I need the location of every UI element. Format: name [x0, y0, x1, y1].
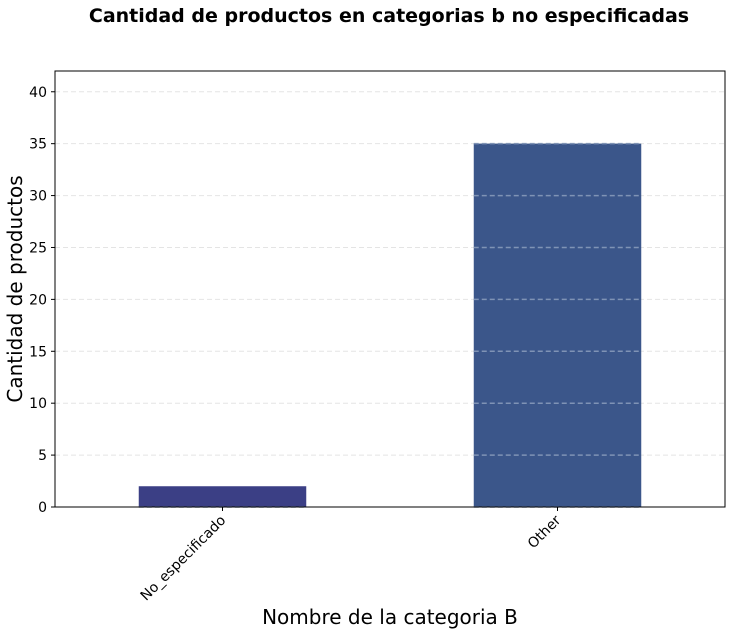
y-tick-label: 5 [38, 448, 47, 464]
y-tick-label: 15 [29, 344, 47, 360]
x-axis-ticks: No_especificado Other [138, 507, 565, 605]
x-tick-label: No_especificado [138, 513, 230, 605]
x-axis-label: Nombre de la categoria B [262, 605, 518, 629]
y-tick-label: 20 [29, 292, 47, 308]
y-tick-label: 0 [38, 500, 47, 516]
y-tick-label: 35 [29, 137, 47, 153]
y-tick-label: 30 [29, 189, 47, 205]
y-tick-label: 40 [29, 85, 47, 101]
axes [54, 70, 726, 508]
chart-title: Cantidad de productos en categorias b no… [89, 5, 689, 27]
y-axis-label: Cantidad de productos [3, 175, 27, 402]
axes-frame [54, 70, 726, 508]
y-tick-label: 10 [29, 396, 47, 412]
y-tick-label: 25 [29, 240, 47, 256]
x-tick-label: Other [525, 512, 565, 552]
y-axis-ticks: 0 5 10 15 20 25 30 35 40 [29, 85, 55, 516]
grid-lines-on-bars [138, 142, 642, 508]
bar [138, 486, 307, 507]
bars [138, 143, 642, 507]
bar [473, 143, 642, 507]
